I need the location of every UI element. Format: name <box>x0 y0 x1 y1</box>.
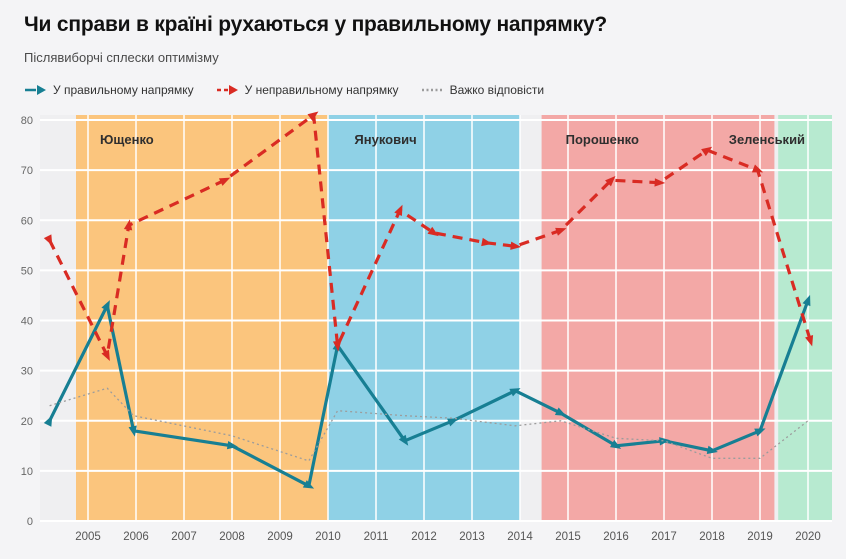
legend-item-hard-to-say: Важко відповісти <box>421 83 545 97</box>
wrong-direction-legend-icon <box>216 85 238 95</box>
data-point-marker <box>554 407 567 416</box>
data-point-marker <box>123 219 133 231</box>
data-point-marker <box>509 388 521 397</box>
page-title: Чи справи в країні рухаються у правильно… <box>24 13 608 36</box>
x-tick-label: 2009 <box>267 531 293 543</box>
y-tick-label: 60 <box>21 215 33 227</box>
data-point-marker <box>609 439 622 449</box>
data-point-marker <box>218 177 231 186</box>
data-point-marker <box>394 204 403 217</box>
legend-arrow-swatch <box>228 85 238 95</box>
page-subtitle: Післявиборчі сплески оптимізму <box>24 50 219 65</box>
data-point-marker <box>654 178 666 187</box>
x-tick-label: 2012 <box>411 531 437 543</box>
legend-label-wrong-direction: У неправильному напрямку <box>244 83 399 97</box>
y-tick-label: 70 <box>21 165 33 177</box>
x-tick-label: 2016 <box>603 531 629 543</box>
y-tick-label: 50 <box>21 265 33 277</box>
era-band-label: Янукович <box>354 132 416 147</box>
data-point-marker <box>447 418 459 427</box>
data-point-marker <box>307 111 319 122</box>
data-point-marker <box>605 175 616 187</box>
hard-to-say-legend-icon <box>421 88 443 92</box>
data-point-marker <box>659 437 670 446</box>
data-point-marker <box>101 300 110 312</box>
data-point-marker <box>802 294 811 307</box>
data-point-marker <box>427 226 439 237</box>
era-band-label: Зеленський <box>729 132 805 147</box>
y-tick-label: 80 <box>21 115 33 127</box>
right-direction-legend-icon <box>25 85 46 95</box>
x-tick-label: 2020 <box>795 531 821 543</box>
data-point-marker <box>481 237 493 247</box>
chart-svg: Ющенко Янукович Порошенко Зеленський 0 10 20 30… <box>21 111 832 543</box>
x-tick-label: 2007 <box>171 531 197 543</box>
legend-label-hard-to-say: Важко відповісти <box>449 83 545 97</box>
x-tick-label: 2008 <box>219 531 245 543</box>
era-band <box>778 115 832 521</box>
x-tick-label: 2013 <box>459 531 485 543</box>
data-point-marker <box>398 434 409 446</box>
legend-item-right-direction: У правильному напрямку <box>24 83 194 97</box>
era-band-label: Ющенко <box>100 132 154 147</box>
data-point-marker <box>226 440 238 450</box>
y-tick-label: 30 <box>21 366 33 378</box>
data-point-marker <box>701 146 713 157</box>
x-tick-label: 2011 <box>364 531 389 543</box>
x-tick-label: 2005 <box>75 531 101 543</box>
series-line-2 <box>49 387 809 462</box>
y-tick-label: 0 <box>27 516 33 528</box>
data-point-marker <box>754 428 766 437</box>
data-point-marker <box>555 227 567 236</box>
data-point-marker <box>101 349 110 361</box>
x-tick-label: 2019 <box>747 531 773 543</box>
x-tick-label: 2017 <box>651 531 677 543</box>
x-tick-label: 2010 <box>315 531 341 543</box>
chart-legend: У правильному напрямку У неправильному н… <box>24 83 544 97</box>
data-point-marker <box>332 340 342 352</box>
y-tick-label: 20 <box>21 416 33 428</box>
data-point-marker <box>43 234 53 246</box>
data-point-marker <box>805 335 814 347</box>
data-point-marker <box>510 241 522 250</box>
data-point-marker <box>128 425 137 437</box>
legend-arrow-swatch <box>37 85 46 95</box>
series-line-1 <box>48 113 812 358</box>
data-point-marker <box>302 480 315 489</box>
x-tick-label: 2018 <box>699 531 725 543</box>
data-point-marker <box>751 164 764 173</box>
data-point-marker <box>43 415 53 427</box>
era-band <box>76 115 328 521</box>
era-band <box>541 115 775 521</box>
x-tick-label: 2006 <box>123 531 149 543</box>
data-point-marker <box>706 445 718 454</box>
legend-label-right-direction: У правильному напрямку <box>53 83 194 97</box>
y-tick-label: 40 <box>21 316 33 328</box>
x-tick-label: 2015 <box>555 531 581 543</box>
legend-item-wrong-direction: У неправильному напрямку <box>216 83 399 97</box>
era-band-label: Порошенко <box>566 132 639 147</box>
x-tick-label: 2014 <box>507 531 533 543</box>
y-tick-label: 10 <box>21 466 33 478</box>
